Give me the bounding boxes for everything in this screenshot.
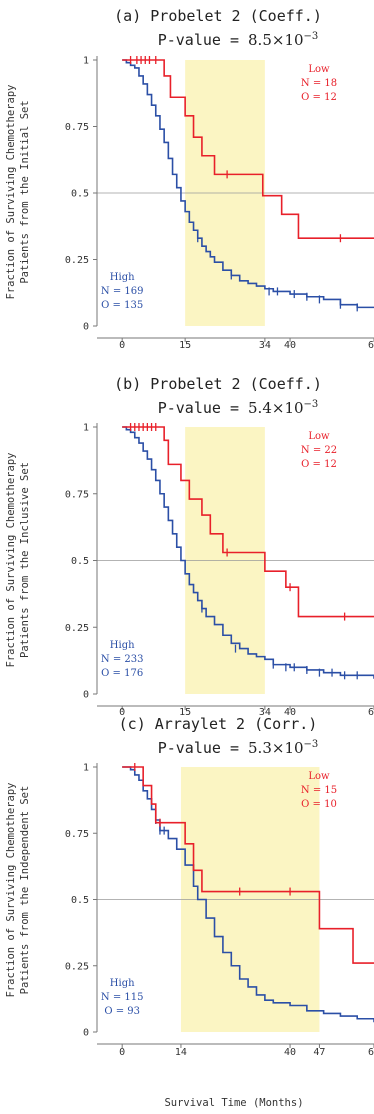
high-n-label: N = 169 bbox=[101, 286, 144, 297]
x-tick-label: 40 bbox=[284, 1047, 296, 1058]
x-tick-label: 14 bbox=[175, 1047, 187, 1058]
panel-c-ylabel-line2: Patients from the Independent Set bbox=[19, 786, 31, 995]
y-tick-label: 0 bbox=[83, 322, 89, 333]
x-tick-label: 47 bbox=[313, 1047, 325, 1058]
high-o-label: O = 135 bbox=[101, 300, 143, 311]
km-curve-low bbox=[122, 426, 374, 618]
pvalue-base: 10 bbox=[284, 399, 303, 417]
km-curve-high bbox=[122, 59, 374, 309]
x-tick-label: 15 bbox=[179, 707, 191, 718]
panel-b-pvalue: P-value = 5.4×10−3 bbox=[158, 399, 319, 417]
high-n-label: N = 115 bbox=[101, 992, 144, 1003]
km-curve-high bbox=[122, 426, 374, 679]
pvalue-times: × bbox=[272, 31, 285, 49]
km-curve-low bbox=[122, 59, 374, 240]
x-tick-label: 60 bbox=[368, 707, 374, 718]
high-group-label: High bbox=[110, 272, 135, 283]
high-n-label: N = 233 bbox=[101, 654, 144, 665]
y-tick-label: 0 bbox=[83, 1028, 89, 1039]
pvalue-mantissa: 8.5 bbox=[248, 31, 272, 49]
y-tick-label: 0.75 bbox=[65, 489, 89, 500]
panel-c-title: (c) Arraylet 2 (Corr.) bbox=[119, 715, 318, 733]
y-tick-label: 1 bbox=[83, 423, 89, 434]
pvalue-prefix: P-value = bbox=[158, 739, 248, 757]
x-tick-label: 60 bbox=[368, 1047, 374, 1058]
panel-b-ylabel-line2: Patients from the Inclusive Set bbox=[19, 462, 31, 658]
panel-a: (a) Probelet 2 (Coeff.) P-value = 8.5×10… bbox=[5, 7, 374, 351]
high-o-label: O = 176 bbox=[101, 668, 143, 679]
y-tick-label: 1 bbox=[83, 56, 89, 67]
pvalue-times: × bbox=[272, 739, 285, 757]
pvalue-times: × bbox=[272, 399, 285, 417]
low-n-label: N = 15 bbox=[301, 785, 337, 796]
pvalue-exponent: −3 bbox=[304, 399, 319, 410]
y-tick-label: 0.5 bbox=[71, 556, 89, 567]
panel-a-ylabel-line2: Patients from the Initial Set bbox=[19, 100, 31, 283]
low-n-label: N = 22 bbox=[301, 445, 337, 456]
panel-b-title: (b) Probelet 2 (Coeff.) bbox=[114, 375, 322, 393]
y-tick-label: 0.25 bbox=[65, 255, 89, 266]
x-tick-label: 60 bbox=[368, 340, 374, 351]
x-tick-label: 0 bbox=[119, 1047, 125, 1058]
km-curve-high bbox=[122, 766, 374, 1023]
low-group-label: Low bbox=[308, 431, 330, 442]
y-tick-label: 0.25 bbox=[65, 623, 89, 634]
high-o-label: O = 93 bbox=[104, 1006, 140, 1017]
pvalue-mantissa: 5.3 bbox=[248, 739, 272, 757]
y-tick-label: 0.5 bbox=[71, 189, 89, 200]
x-tick-label: 15 bbox=[179, 340, 191, 351]
panel-a-plot-area: 0 0.25 0.5 0.75 1 0 15 34 40 60 Low N = 18 O = 12 Hig… bbox=[65, 56, 374, 351]
panel-a-title: (a) Probelet 2 (Coeff.) bbox=[114, 7, 322, 25]
x-axis-label: Survival Time (Months) bbox=[164, 1097, 303, 1109]
x-tick-label: 0 bbox=[119, 340, 125, 351]
panel-b-plot-area: 0 0.25 0.5 0.75 1 0 15 34 40 60 Low N = 22 O = 12 Hig… bbox=[65, 423, 374, 718]
pvalue-prefix: P-value = bbox=[158, 399, 248, 417]
pvalue-base: 10 bbox=[284, 31, 303, 49]
low-o-label: O = 10 bbox=[301, 799, 337, 810]
y-tick-label: 0.25 bbox=[65, 961, 89, 972]
x-tick-label: 34 bbox=[259, 340, 271, 351]
low-o-label: O = 12 bbox=[301, 459, 337, 470]
y-tick-label: 0.5 bbox=[71, 895, 89, 906]
low-group-label: Low bbox=[308, 64, 330, 75]
low-n-label: N = 18 bbox=[301, 78, 337, 89]
y-tick-label: 0.75 bbox=[65, 122, 89, 133]
panel-c-pvalue: P-value = 5.3×10−3 bbox=[158, 739, 319, 757]
x-tick-label: 40 bbox=[284, 340, 296, 351]
x-tick-label: 40 bbox=[284, 707, 296, 718]
panel-c: (c) Arraylet 2 (Corr.) P-value = 5.3×10−… bbox=[5, 715, 374, 1058]
y-tick-label: 0 bbox=[83, 690, 89, 701]
pvalue-exponent: −3 bbox=[304, 31, 319, 42]
panel-b-ylabel-line1: Fraction of Surviving Chemotherapy bbox=[5, 453, 17, 668]
pvalue-prefix: P-value = bbox=[158, 31, 248, 49]
pvalue-mantissa: 5.4 bbox=[248, 399, 272, 417]
pvalue-exponent: −3 bbox=[304, 739, 319, 750]
pvalue-base: 10 bbox=[284, 739, 303, 757]
y-tick-label: 0.75 bbox=[65, 829, 89, 840]
km-curve-low bbox=[122, 766, 374, 964]
panel-a-ylabel-line1: Fraction of Surviving Chemotherapy bbox=[5, 85, 17, 300]
panel-c-ylabel-line1: Fraction of Surviving Chemotherapy bbox=[5, 783, 17, 998]
panel-c-plot-area: 0 0.25 0.5 0.75 1 0 14 40 47 60 Low N = 15 O = 10 Hig… bbox=[65, 763, 374, 1058]
x-tick-label: 34 bbox=[259, 707, 271, 718]
panel-a-pvalue: P-value = 8.5×10−3 bbox=[158, 31, 319, 49]
high-group-label: High bbox=[110, 978, 135, 989]
low-group-label: Low bbox=[308, 771, 330, 782]
panel-b: (b) Probelet 2 (Coeff.) P-value = 5.4×10… bbox=[5, 375, 374, 718]
low-o-label: O = 12 bbox=[301, 92, 337, 103]
x-tick-label: 0 bbox=[119, 707, 125, 718]
high-group-label: High bbox=[110, 640, 135, 651]
y-tick-label: 1 bbox=[83, 763, 89, 774]
